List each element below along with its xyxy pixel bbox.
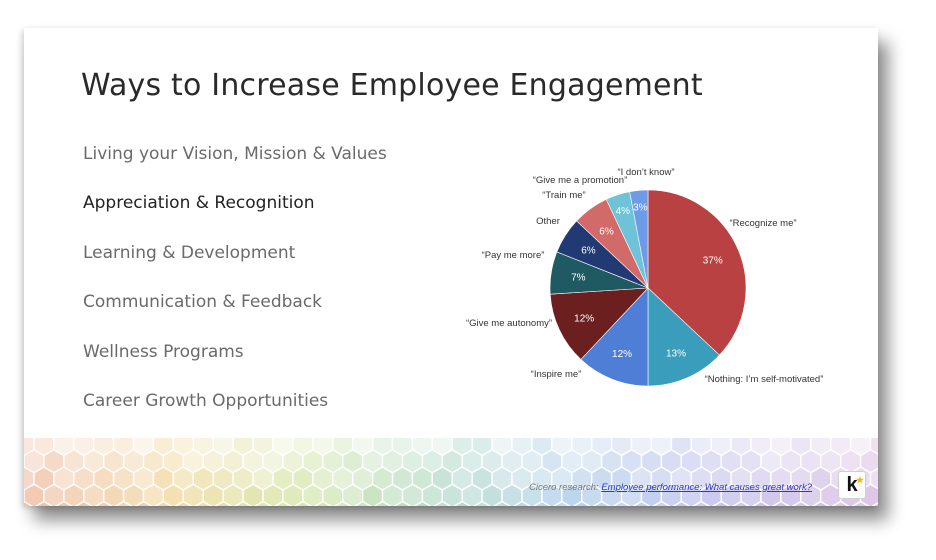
pie-category-label: “Nothing: I’m self-motivated” bbox=[705, 374, 824, 385]
hexagon-pattern-band bbox=[24, 438, 878, 506]
hexagon-tile bbox=[851, 500, 870, 506]
hexagon-tile bbox=[492, 500, 512, 506]
hexagon-tile bbox=[333, 500, 352, 506]
pie-percent-label: 12% bbox=[612, 349, 632, 360]
pie-category-label: “I don’t know” bbox=[617, 167, 674, 178]
hexagon-tile bbox=[293, 500, 312, 506]
pie-percent-label: 37% bbox=[703, 255, 723, 266]
pie-percent-label: 6% bbox=[599, 226, 614, 237]
pie-category-label: “Recognize me” bbox=[729, 218, 796, 229]
hexagon-tile bbox=[692, 500, 711, 506]
hexagon-tile bbox=[194, 500, 213, 506]
hexagon-tile bbox=[612, 500, 631, 506]
hexagon-tile bbox=[672, 500, 691, 506]
bullet-item: Living your Vision, Mission & Values bbox=[83, 144, 387, 164]
pie-slice bbox=[580, 287, 649, 387]
brand-logo: k ★ bbox=[838, 471, 866, 499]
pie-percent-label: 7% bbox=[571, 272, 586, 283]
hexagon-tile bbox=[353, 500, 372, 506]
citation-prefix: Cicero research: bbox=[528, 482, 602, 493]
pie-percent-label: 3% bbox=[633, 203, 648, 214]
slide-title: Ways to Increase Employee Engagement bbox=[81, 68, 703, 103]
pie-category-label: “Give me autonomy” bbox=[466, 318, 552, 329]
hexagon-tile bbox=[233, 500, 253, 506]
hexagon-tile bbox=[134, 500, 153, 506]
hexagon-tile bbox=[253, 500, 273, 506]
hexagon-tile bbox=[373, 500, 392, 506]
pie-category-label: “Inspire me” bbox=[531, 369, 582, 380]
hexagon-tile bbox=[413, 500, 432, 506]
hexagon-tile bbox=[214, 500, 233, 506]
logo-letter: k bbox=[846, 474, 858, 496]
hexagon-tile bbox=[24, 500, 34, 506]
hexagon-tile bbox=[174, 500, 193, 506]
hexagon-tile bbox=[771, 500, 791, 506]
pie-category-label: “Give me a promotion” bbox=[533, 175, 628, 186]
pie-category-label: Other bbox=[536, 216, 560, 227]
hexagon-tile bbox=[731, 500, 751, 506]
hexagon-tile bbox=[712, 500, 731, 506]
hexagon-tile bbox=[114, 500, 133, 506]
hexagon-tile bbox=[811, 500, 830, 506]
hexagon-tile bbox=[433, 500, 452, 506]
bullet-item-active: Appreciation & Recognition bbox=[83, 193, 315, 214]
pie-category-label: “Pay me more” bbox=[482, 250, 545, 261]
hexagon-tile bbox=[453, 500, 472, 506]
hexagon-tile bbox=[473, 500, 492, 506]
bullet-item: Learning & Development bbox=[83, 242, 296, 263]
hexagon-tile bbox=[74, 500, 93, 506]
hexagon-tile bbox=[273, 500, 293, 506]
pie-percent-label: 6% bbox=[581, 246, 596, 257]
hexagon-tile bbox=[652, 500, 671, 506]
hexagon-tile bbox=[592, 500, 611, 506]
hexagon-tile bbox=[532, 500, 551, 506]
pie-percent-label: 4% bbox=[616, 206, 631, 217]
pie-category-label: “Train me” bbox=[542, 190, 585, 201]
bullet-list: Living your Vision, Mission & Values App… bbox=[83, 143, 387, 439]
hexagon-tile bbox=[552, 500, 571, 506]
citation: Cicero research: Employee performance: W… bbox=[529, 482, 812, 493]
hexagon-tile bbox=[632, 500, 651, 506]
pie-percent-label: 12% bbox=[574, 314, 594, 325]
hexagon-tile bbox=[751, 500, 771, 506]
engagement-pie-chart: 37% “Recognize me” 13% “Nothing: I’m self-m… bbox=[466, 167, 824, 387]
hexagon-tile bbox=[831, 500, 850, 506]
hexagon-tile bbox=[871, 502, 878, 506]
hexagon-tile bbox=[313, 500, 332, 506]
hexagon-tile bbox=[154, 500, 173, 506]
bullet-item: Wellness Programs bbox=[83, 341, 244, 362]
hexagon-tile bbox=[512, 500, 532, 506]
pie-slice bbox=[647, 287, 720, 387]
pie-percent-label: 13% bbox=[666, 348, 686, 359]
hexagon-tile bbox=[393, 500, 412, 506]
hexagon-tile bbox=[572, 500, 591, 506]
pie-slice bbox=[647, 189, 747, 356]
bullet-item: Career Growth Opportunities bbox=[83, 390, 329, 411]
slide: Ways to Increase Employee Engagement Liv… bbox=[24, 28, 878, 506]
pie-slice bbox=[549, 287, 649, 360]
star-icon: ★ bbox=[855, 475, 864, 485]
bullet-item: Communication & Feedback bbox=[83, 292, 323, 313]
hexagon-tile bbox=[791, 500, 810, 506]
citation-link[interactable]: Employee performance: What causes great … bbox=[601, 482, 812, 493]
hexagon-tile bbox=[54, 500, 73, 506]
hexagon-tile bbox=[94, 500, 113, 506]
hexagon-tile bbox=[34, 500, 54, 506]
pie-slice bbox=[629, 189, 649, 289]
